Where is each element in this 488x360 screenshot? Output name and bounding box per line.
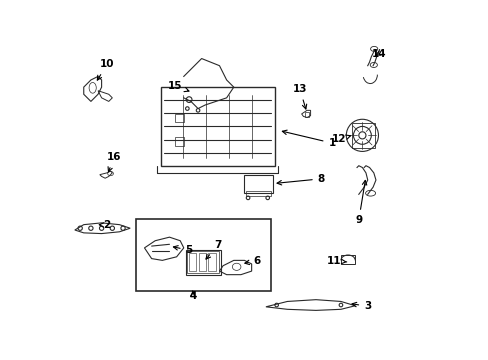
Text: 12: 12 xyxy=(331,135,350,144)
Text: 4: 4 xyxy=(189,291,196,301)
Bar xyxy=(198,253,205,271)
Text: 7: 7 xyxy=(205,240,221,259)
Text: 6: 6 xyxy=(244,256,260,266)
Bar xyxy=(175,137,183,146)
Bar xyxy=(189,253,196,271)
Bar xyxy=(304,112,308,117)
Text: 8: 8 xyxy=(277,174,325,185)
Text: 14: 14 xyxy=(370,49,385,59)
Text: 1: 1 xyxy=(282,130,335,148)
Text: 10: 10 xyxy=(97,59,114,80)
Bar xyxy=(185,249,221,275)
Bar xyxy=(208,253,215,271)
Text: 2: 2 xyxy=(99,220,110,230)
Bar xyxy=(351,123,374,148)
Bar xyxy=(187,251,219,273)
Text: 11: 11 xyxy=(326,256,346,266)
Bar xyxy=(244,175,272,193)
Bar xyxy=(135,219,271,291)
Text: 9: 9 xyxy=(354,180,366,225)
Text: 13: 13 xyxy=(292,85,306,109)
Bar xyxy=(160,87,274,166)
Text: 5: 5 xyxy=(173,245,192,255)
Bar xyxy=(175,113,183,122)
Text: 16: 16 xyxy=(107,152,121,172)
Text: 15: 15 xyxy=(167,81,188,92)
Text: 3: 3 xyxy=(351,301,371,311)
Bar xyxy=(246,191,271,196)
Bar xyxy=(340,255,354,264)
